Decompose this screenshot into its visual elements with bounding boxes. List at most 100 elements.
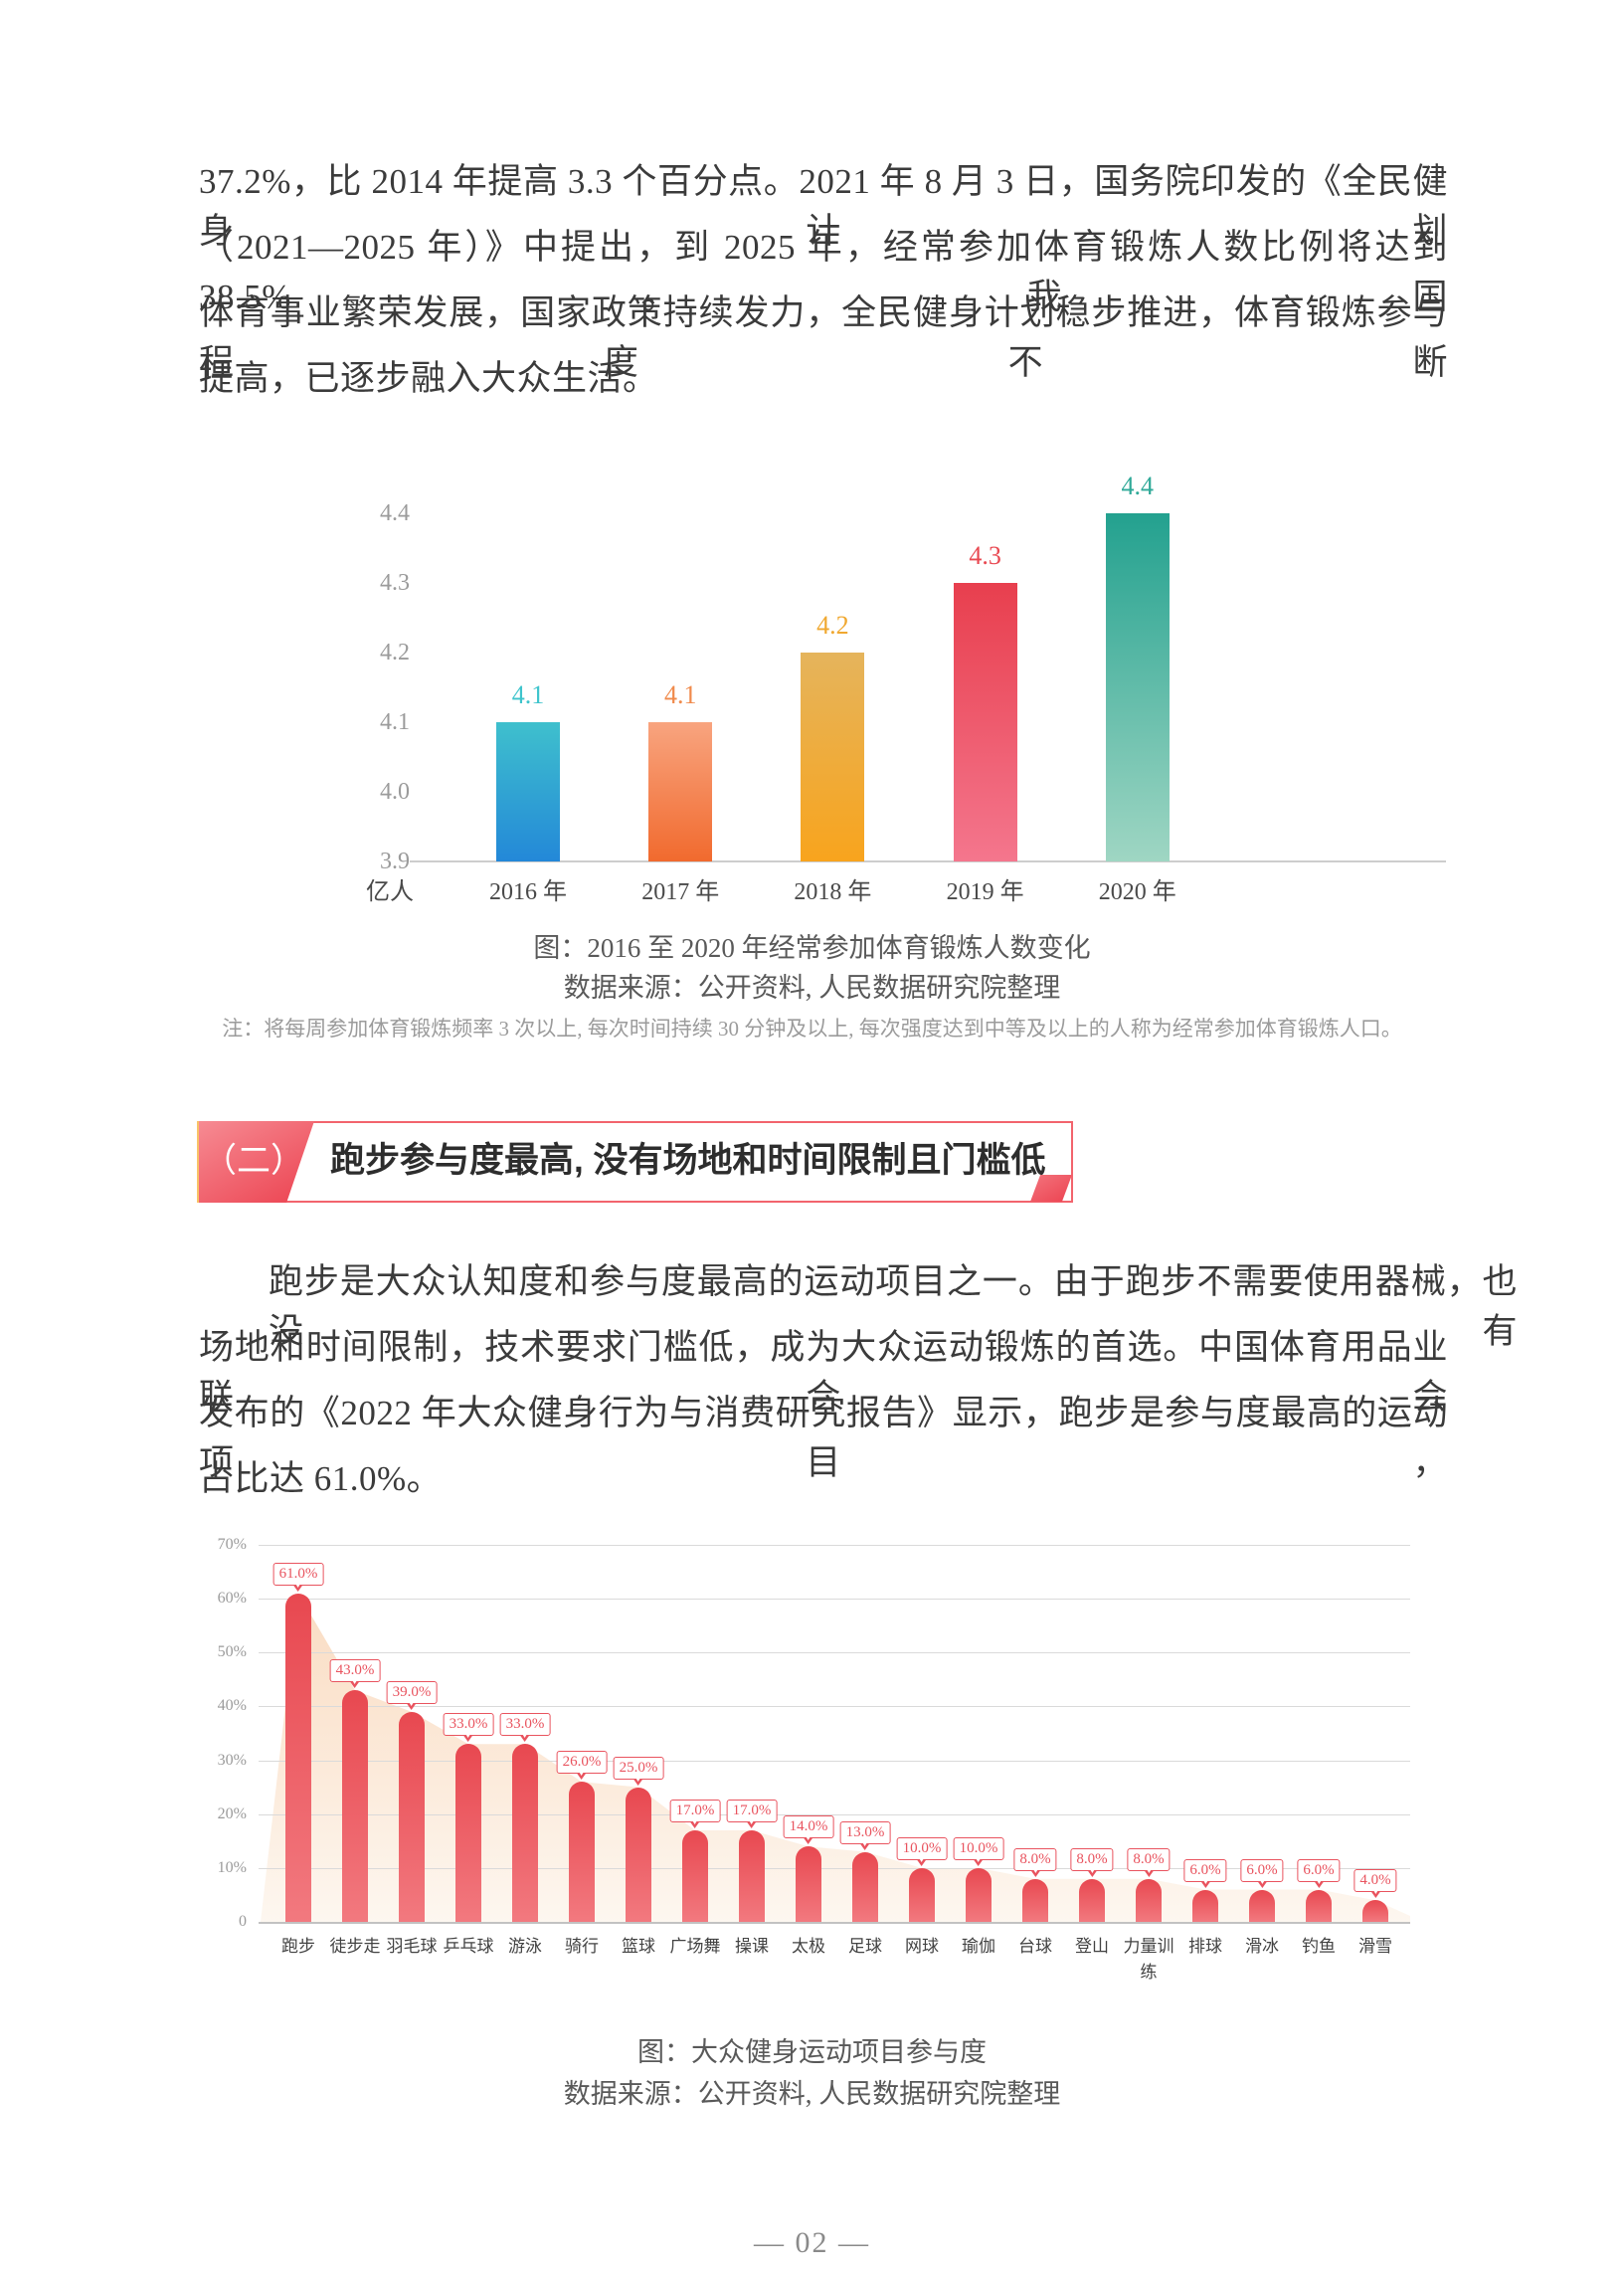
bar — [1362, 1900, 1388, 1922]
paragraph-line: 提高，已逐步融入大众生活。 — [199, 359, 658, 398]
bar — [399, 1711, 425, 1922]
x-category-label: 钓鱼 — [1302, 1937, 1336, 1956]
x-category-label: 游泳 — [508, 1937, 542, 1956]
chart-participation-by-year: 亿人 4.4 4.3 4.2 4.1 4.0 3.9 4.1 2016 年 4.1 2017 年 4… — [348, 468, 1502, 915]
bar-value-badge: 14.0% — [783, 1815, 834, 1845]
bar-value-badge: 33.0% — [443, 1713, 494, 1743]
bar — [1136, 1878, 1162, 1922]
paragraph-line: 场地和时间限制，技术要求门槛低，成为大众运动锻炼的首选。中国体育用品业联合会 — [199, 1328, 1448, 1417]
bar — [953, 583, 1017, 861]
bar-value-label: 4.2 — [816, 611, 849, 640]
paragraph-line: 跑步是大众认知度和参与度最高的运动项目之一。由于跑步不需要使用器械，也没有 — [269, 1262, 1518, 1351]
x-category-label: 羽毛球 — [386, 1937, 438, 1956]
bar-value-badge: 8.0% — [1070, 1847, 1114, 1877]
chart1-caption: 图：2016 至 2020 年经常参加体育锻炼人数变化 — [533, 933, 1091, 963]
bar — [852, 1851, 878, 1922]
chart1-note: 注：将每周参加体育锻炼频率 3 次以上, 每次时间持续 30 分钟及以上, 每次… — [222, 1017, 1402, 1041]
bar-value-badge: 61.0% — [272, 1562, 324, 1592]
bar — [796, 1846, 821, 1922]
section-number-label: （二） — [203, 1143, 304, 1180]
x-category-label: 瑜伽 — [962, 1937, 995, 1956]
bar-value-label: 4.3 — [969, 541, 1001, 570]
bar-value-label: 4.1 — [663, 680, 697, 709]
y-tick-label: 20% — [217, 1804, 247, 1822]
bar — [1249, 1889, 1275, 1922]
bar — [342, 1690, 368, 1922]
bar — [455, 1744, 481, 1922]
x-category-label: 网球 — [905, 1937, 939, 1956]
gridline — [259, 1706, 1410, 1708]
x-category-label: 滑雪 — [1358, 1937, 1392, 1956]
y-tick-label: 40% — [217, 1697, 247, 1715]
x-category-label: 台球 — [1018, 1937, 1052, 1956]
bar — [966, 1867, 992, 1922]
bar — [285, 1593, 311, 1922]
bar — [512, 1744, 538, 1922]
bar-value-badge: 8.0% — [1127, 1847, 1171, 1877]
y-tick-label: 4.1 — [380, 709, 410, 735]
bar-value-badge: 8.0% — [1013, 1847, 1057, 1877]
y-tick-label: 10% — [217, 1858, 247, 1876]
x-category-label: 2017 年 — [641, 879, 720, 905]
x-category-label: 滑冰 — [1245, 1937, 1279, 1956]
bar-value-badge: 39.0% — [386, 1680, 438, 1710]
x-category-label: 操课 — [735, 1937, 769, 1956]
gridline — [259, 1599, 1410, 1601]
bar-value-label: 4.1 — [511, 680, 545, 709]
x-category-label: 足球 — [848, 1937, 882, 1956]
bar-value-badge: 10.0% — [896, 1836, 948, 1866]
bar-value-badge: 6.0% — [1297, 1858, 1341, 1888]
page-number: — 02 — — [754, 2226, 870, 2259]
bar — [1022, 1878, 1048, 1922]
x-category-label: 排球 — [1188, 1937, 1222, 1956]
bar — [1105, 513, 1170, 861]
paragraph-line: 体育事业繁荣发展，国家政策持续发力，全民健身计划稳步推进，体育锻炼参与程度不断 — [199, 293, 1448, 382]
bar — [569, 1782, 595, 1922]
chart1-source: 数据来源：公开资料, 人民数据研究院整理 — [563, 973, 1061, 1003]
y-axis-unit-label: 亿人 — [366, 879, 414, 905]
y-tick-label: 4.4 — [380, 500, 410, 526]
y-tick-label: 70% — [217, 1536, 247, 1553]
bar-value-badge: 6.0% — [1240, 1858, 1284, 1888]
bar-value-badge: 10.0% — [953, 1836, 1004, 1866]
bar-value-badge: 33.0% — [499, 1713, 551, 1743]
chart-activity-participation: 70% 60% 50% 40% 30% 20% 10% 0 61.0% 跑步 43.0% 徒步走 39.… — [189, 1532, 1452, 2029]
bar-value-badge: 13.0% — [839, 1820, 891, 1850]
bar — [1192, 1889, 1218, 1922]
y-tick-label: 4.0 — [380, 779, 410, 805]
bar-value-badge: 43.0% — [329, 1659, 381, 1689]
y-tick-label: 0 — [239, 1912, 247, 1930]
bar — [682, 1830, 708, 1922]
bar-value-badge: 17.0% — [669, 1799, 721, 1828]
gridline — [259, 1867, 1410, 1869]
bar — [1079, 1878, 1105, 1922]
y-tick-label: 50% — [217, 1643, 247, 1661]
trend-area-shape — [261, 1593, 1410, 1922]
paragraph-line: （2021—2025 年）》中提出，到 2025 年，经常参加体育锻炼人数比例将… — [199, 228, 1448, 316]
y-tick-label: 3.9 — [380, 849, 410, 874]
x-category-label: 登山 — [1075, 1937, 1109, 1956]
bar-value-badge: 4.0% — [1353, 1869, 1397, 1899]
bar-value-label: 4.4 — [1121, 472, 1155, 500]
y-tick-label: 4.2 — [380, 640, 410, 665]
chart2-caption: 图：大众健身运动项目参与度 — [637, 2037, 987, 2067]
bar-value-badge: 17.0% — [726, 1799, 778, 1828]
bar-value-badge: 26.0% — [556, 1751, 608, 1781]
bar — [648, 722, 713, 861]
gridline — [259, 1813, 1410, 1815]
x-category-label: 2018 年 — [794, 879, 872, 905]
bar — [626, 1787, 651, 1922]
x-category-label: 广场舞 — [669, 1937, 721, 1956]
x-category-label: 篮球 — [622, 1937, 655, 1956]
x-category-label: 2020 年 — [1098, 879, 1176, 905]
x-category-label: 2016 年 — [489, 879, 567, 905]
gridline — [259, 1760, 1410, 1762]
bar — [1306, 1889, 1332, 1922]
x-category-label: 骑行 — [565, 1937, 599, 1956]
section-header: （二） 跑步参与度最高, 没有场地和时间限制且门槛低 — [197, 1121, 1073, 1203]
paragraph-line: 占比达 61.0%。 — [199, 1459, 443, 1498]
paragraph-line: 发布的《2022 年大众健身行为与消费研究报告》显示，跑步是参与度最高的运动项目… — [199, 1394, 1448, 1482]
bar — [739, 1830, 765, 1922]
bar — [909, 1867, 935, 1922]
